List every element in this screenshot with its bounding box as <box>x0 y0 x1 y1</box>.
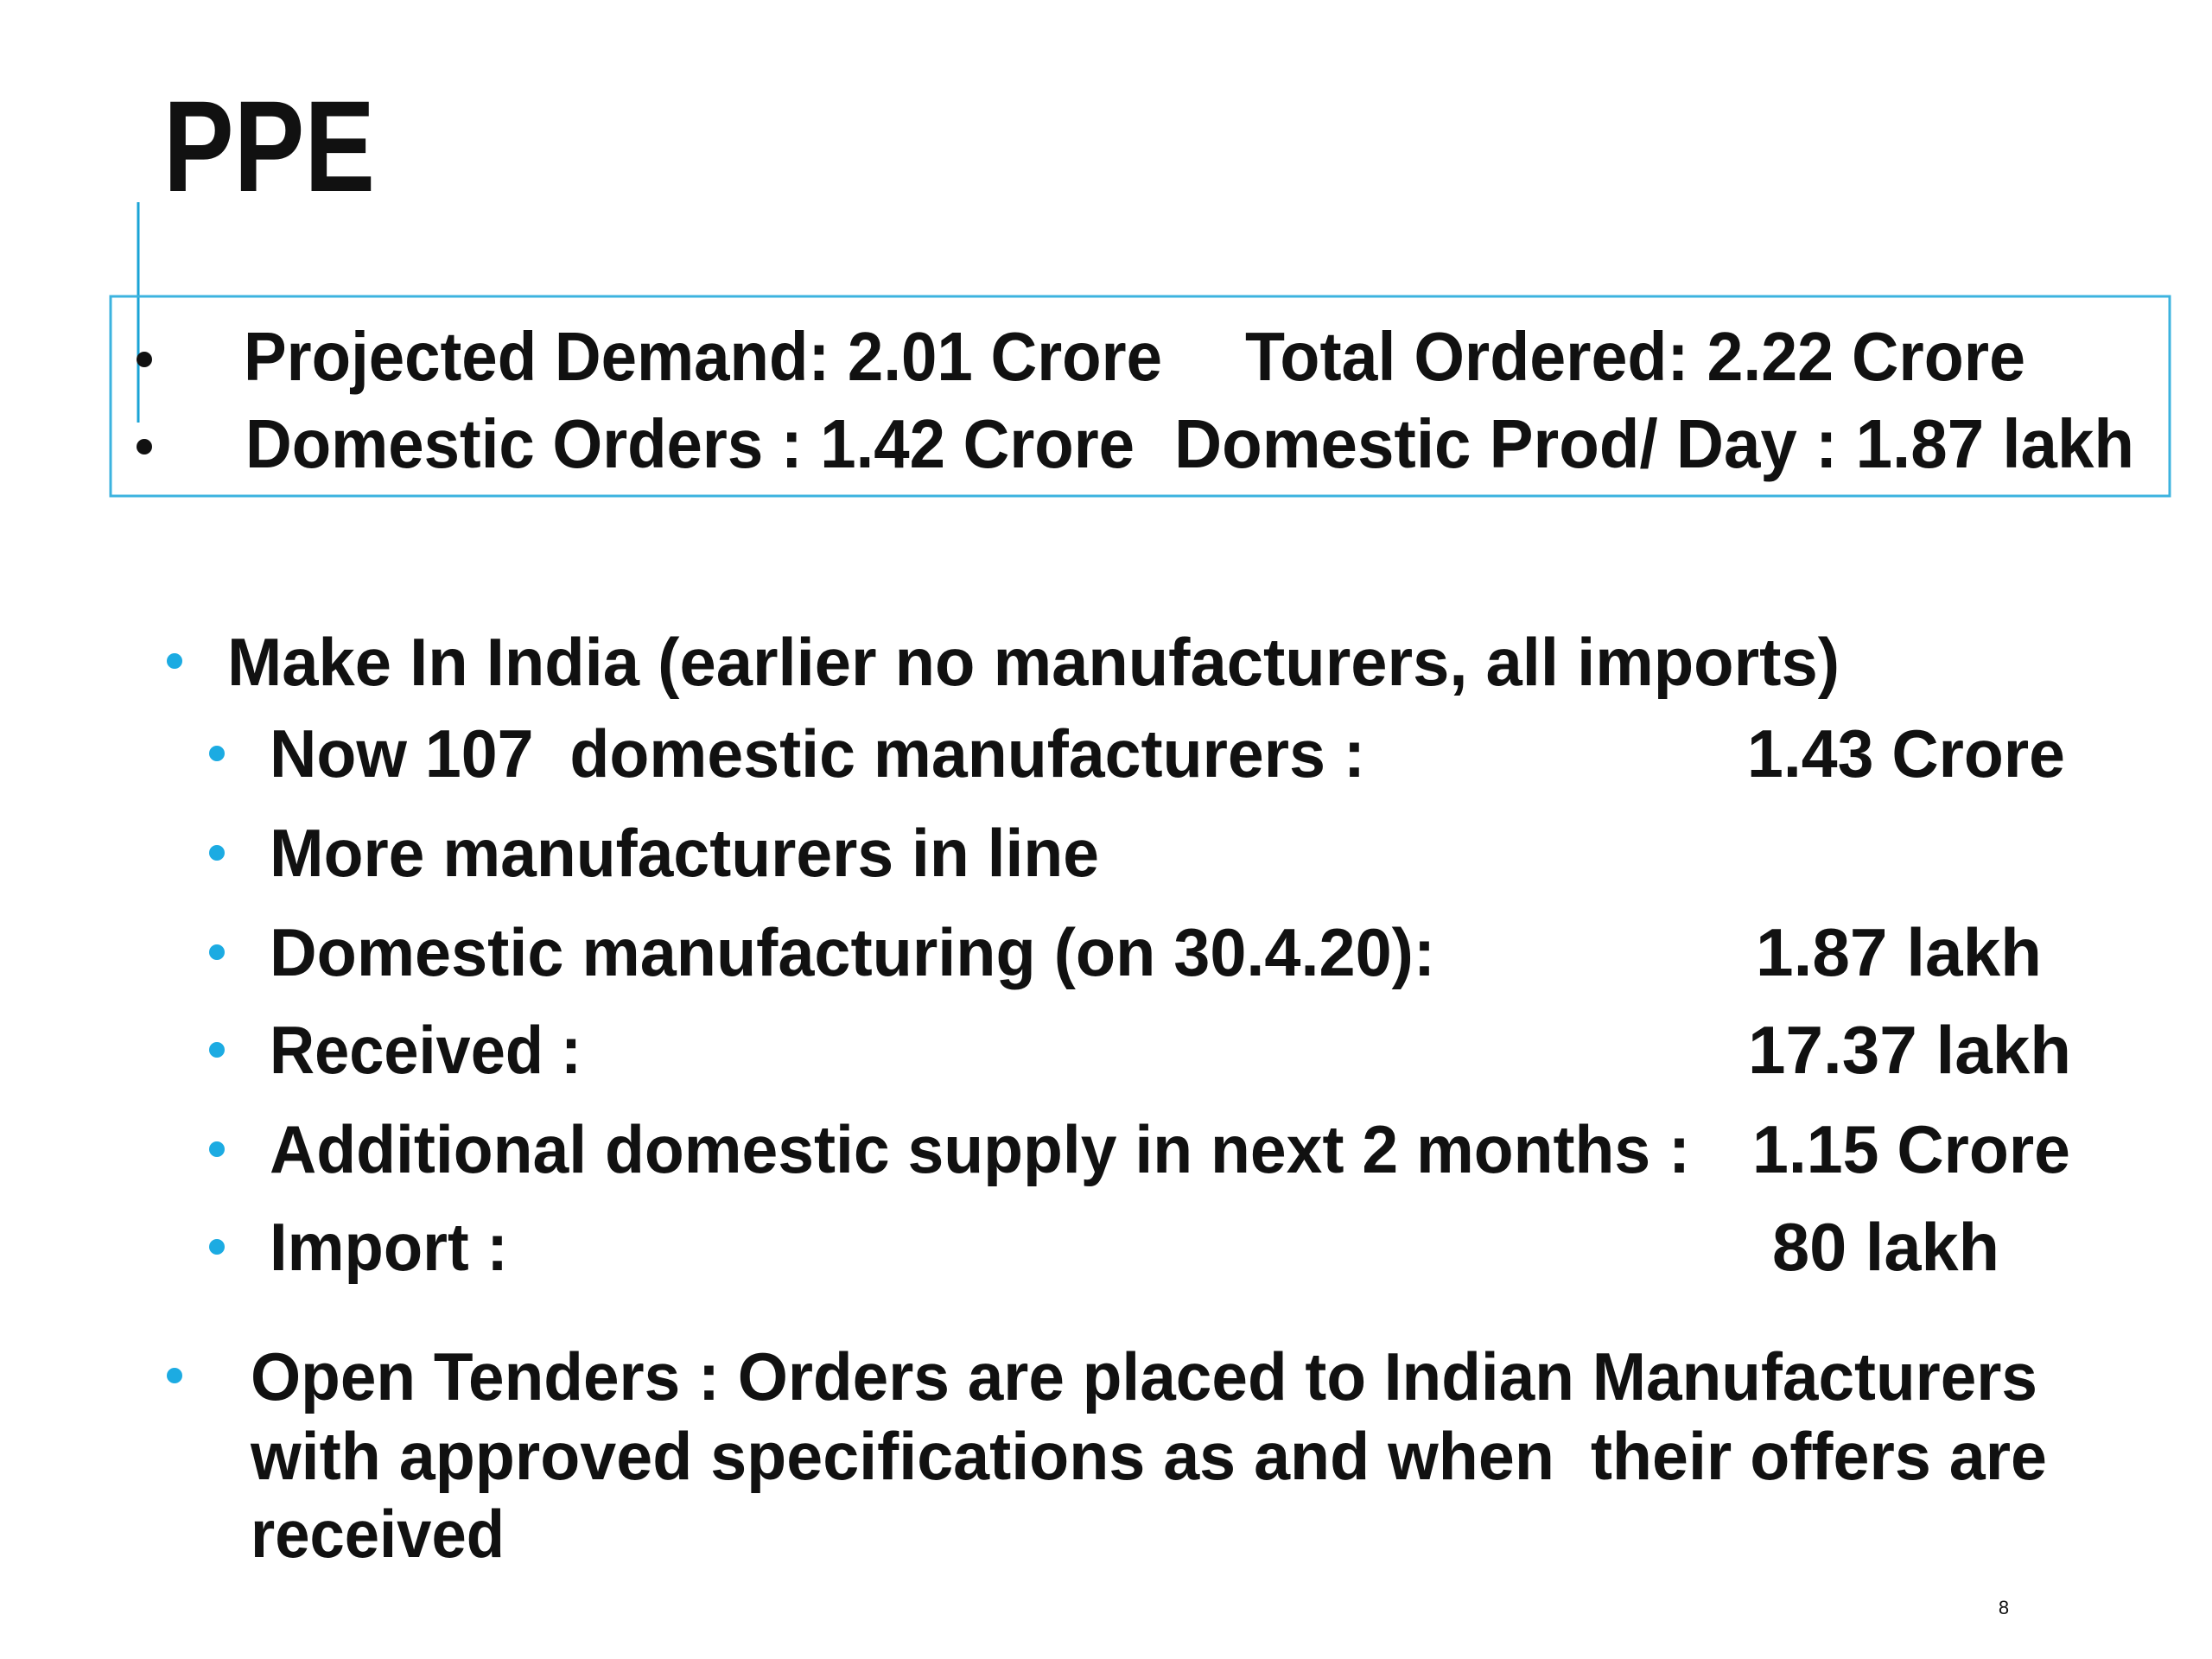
item-label: Received : <box>270 1012 582 1088</box>
paragraph-line: received <box>251 1496 505 1572</box>
bullet <box>167 1368 182 1383</box>
summary-text: Total Ordered: 2.22 Crore <box>1245 318 2025 395</box>
bullet <box>209 1042 225 1058</box>
bullet <box>209 1141 225 1157</box>
item-label: More manufacturers in line <box>270 815 1099 891</box>
summary-text: Projected Demand: 2.01 Crore <box>244 318 1162 395</box>
bullet <box>209 1239 225 1255</box>
bullet <box>137 352 152 367</box>
item-label: Now 107 domestic manufacturers : <box>270 715 1365 791</box>
item-label: Import : <box>270 1209 508 1285</box>
item-label: Domestic manufacturing (on 30.4.20): <box>270 914 1435 990</box>
item-value: 80 lakh <box>1772 1209 1999 1285</box>
paragraph-line: with approved specifications as and when… <box>250 1418 2047 1494</box>
bullet <box>209 944 225 960</box>
paragraph-line: Open Tenders : Orders are placed to Indi… <box>251 1338 2037 1414</box>
item-value: 1.43 Crore <box>1747 715 2065 791</box>
bullet-text: Make In India (earlier no manufacturers,… <box>227 624 1840 700</box>
bullet <box>137 439 152 454</box>
page-number: 8 <box>1999 1597 2009 1618</box>
bullet <box>209 845 225 861</box>
slide-title: PPE <box>163 73 375 219</box>
item-value: 1.15 Crore <box>1752 1111 2070 1187</box>
summary-box <box>109 295 2171 498</box>
item-value: 1.87 lakh <box>1756 914 2042 990</box>
item-label: Additional domestic supply in next 2 mon… <box>270 1111 1690 1187</box>
summary-text: Domestic Prod/ Day : 1.87 lakh <box>1174 405 2134 482</box>
bullet <box>209 746 225 761</box>
bullet <box>167 653 182 669</box>
summary-text: Domestic Orders : 1.42 Crore <box>245 405 1135 482</box>
item-value: 17.37 lakh <box>1748 1012 2071 1088</box>
